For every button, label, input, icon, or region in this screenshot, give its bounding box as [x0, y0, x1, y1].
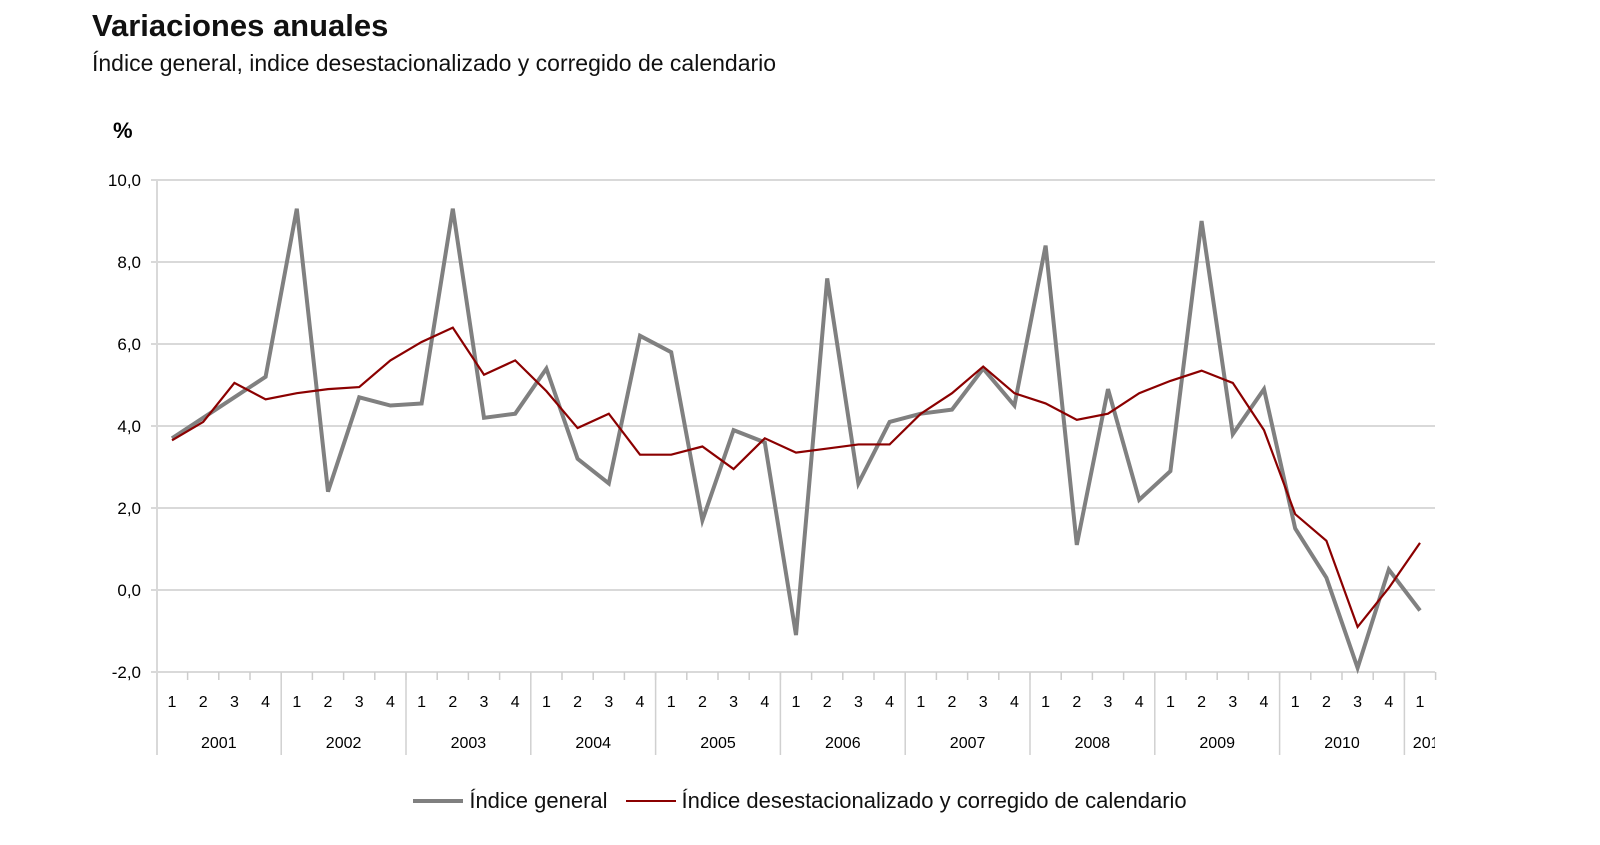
year-label: 2004	[575, 735, 611, 752]
quarter-label: 3	[1353, 694, 1362, 711]
quarter-label: 4	[386, 694, 395, 711]
quarter-label: 2	[823, 694, 832, 711]
quarter-label: 1	[292, 694, 301, 711]
quarter-label: 4	[1260, 694, 1269, 711]
quarter-label: 1	[1041, 694, 1050, 711]
quarter-label: 4	[1384, 694, 1393, 711]
series-line-adjusted	[171, 326, 1421, 630]
quarter-label: 3	[355, 694, 364, 711]
quarter-label: 4	[885, 694, 894, 711]
quarter-label: 1	[792, 694, 801, 711]
year-label: 2001	[201, 735, 237, 752]
year-label: 2010	[1324, 735, 1360, 752]
legend-swatch-adjusted	[625, 800, 676, 802]
legend: Índice general Índice desestacionalizado…	[0, 788, 1600, 814]
year-label: 2009	[1199, 735, 1235, 752]
y-tick-label: 10,0	[108, 171, 141, 190]
quarter-label: 1	[417, 694, 426, 711]
quarter-label: 2	[324, 694, 333, 711]
quarter-label: 1	[667, 694, 676, 711]
quarter-label: 3	[979, 694, 988, 711]
quarter-label: 2	[448, 694, 457, 711]
quarter-label: 4	[261, 694, 270, 711]
y-axis-label: %	[113, 118, 133, 143]
quarter-label: 2	[573, 694, 582, 711]
quarter-label: 1	[1416, 694, 1425, 711]
quarter-label: 2	[698, 694, 707, 711]
quarter-label: 3	[480, 694, 489, 711]
legend-label-general: Índice general	[469, 788, 608, 813]
quarter-label: 3	[854, 694, 863, 711]
axis-clip	[1435, 720, 1475, 760]
series-line-general	[170, 208, 1422, 675]
year-label: 2006	[825, 735, 861, 752]
year-label: 2002	[326, 735, 362, 752]
quarter-label: 3	[230, 694, 239, 711]
year-label: 2008	[1075, 735, 1111, 752]
y-tick-label: 4,0	[117, 417, 141, 436]
quarter-label: 4	[1135, 694, 1144, 711]
quarter-label: 3	[1104, 694, 1113, 711]
year-label: 2003	[451, 735, 487, 752]
legend-swatch-general	[413, 799, 464, 803]
y-tick-label: 6,0	[117, 335, 141, 354]
quarter-label: 4	[636, 694, 645, 711]
quarter-label: 4	[1010, 694, 1019, 711]
y-tick-label: 2,0	[117, 499, 141, 518]
quarter-label: 1	[168, 694, 177, 711]
chart-subtitle: Índice general, indice desestacionalizad…	[92, 50, 777, 76]
y-tick-label: -2,0	[112, 663, 141, 682]
quarter-label: 2	[1072, 694, 1081, 711]
quarter-label: 3	[729, 694, 738, 711]
quarter-label: 4	[760, 694, 769, 711]
y-tick-label: 0,0	[117, 581, 141, 600]
quarter-label: 2	[1197, 694, 1206, 711]
quarter-label: 1	[916, 694, 925, 711]
quarter-label: 1	[542, 694, 551, 711]
legend-item-adjusted: Índice desestacionalizado y corregido de…	[625, 788, 1187, 814]
quarter-label: 4	[511, 694, 520, 711]
chart-title: Variaciones anuales	[92, 8, 389, 43]
quarter-label: 2	[1322, 694, 1331, 711]
quarter-label: 3	[1228, 694, 1237, 711]
quarter-label: 2	[948, 694, 957, 711]
y-tick-label: 8,0	[117, 253, 141, 272]
legend-label-adjusted: Índice desestacionalizado y corregido de…	[681, 788, 1187, 813]
legend-item-general: Índice general	[413, 788, 608, 814]
quarter-label: 3	[604, 694, 613, 711]
quarter-label: 1	[1291, 694, 1300, 711]
quarter-label: 1	[1166, 694, 1175, 711]
year-label: 2007	[950, 735, 986, 752]
year-label: 2005	[700, 735, 736, 752]
quarter-label: 2	[199, 694, 208, 711]
